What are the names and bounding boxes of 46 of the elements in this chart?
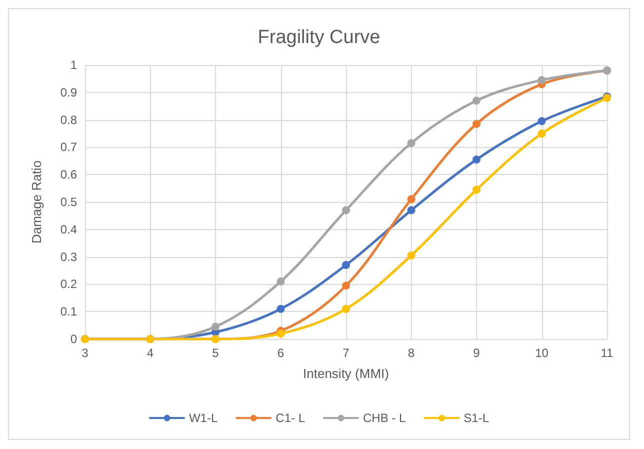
y-tick-label: 0.4 [60,222,78,236]
point [538,130,546,138]
legend-label: C1- L [276,411,306,425]
point [472,156,480,164]
y-axis-title: Damage Ratio [29,160,44,244]
point [472,96,480,105]
point [538,76,546,84]
y-tick-label: 0.7 [60,140,78,154]
y-tick-label: 0.2 [60,277,78,292]
y-tick-label: 0.5 [60,195,78,209]
x-tick-label: 6 [277,346,284,360]
y-tick-label: 0.1 [60,304,78,319]
x-tick-label: 10 [535,346,549,360]
point [276,330,285,338]
point [342,261,350,270]
point [472,186,480,194]
point [407,206,416,214]
y-tick-label: 0.9 [60,85,78,100]
x-axis-title: Intensity (MMI) [303,366,389,381]
point [472,120,480,128]
point [342,282,350,290]
y-tick-label: 1 [70,58,78,72]
x-tick-label: 4 [146,346,154,360]
point [212,322,220,331]
y-tick-label: 0 [70,332,78,346]
point [407,195,416,204]
y-tick-label: 0.3 [60,250,78,264]
x-tick-label: 7 [342,346,350,360]
legend-label: S1-L [464,411,490,425]
x-tick-label: 9 [473,346,480,360]
x-tick-label: 11 [600,346,614,360]
point [342,206,350,214]
legend-label: CHB - L [362,411,406,425]
y-tick-label: 0.8 [60,112,78,127]
x-tick-label: 8 [408,346,415,360]
legend-label: W1-L [188,411,218,425]
point [342,304,350,313]
x-tick-label: 3 [82,346,89,360]
chart-title: Fragility Curve [258,27,380,48]
point [276,304,285,313]
x-tick-label: 5 [212,346,220,360]
point [407,139,416,148]
point [538,117,546,126]
y-tick-label: 0.6 [60,168,78,182]
point [407,251,416,260]
point [276,277,285,286]
